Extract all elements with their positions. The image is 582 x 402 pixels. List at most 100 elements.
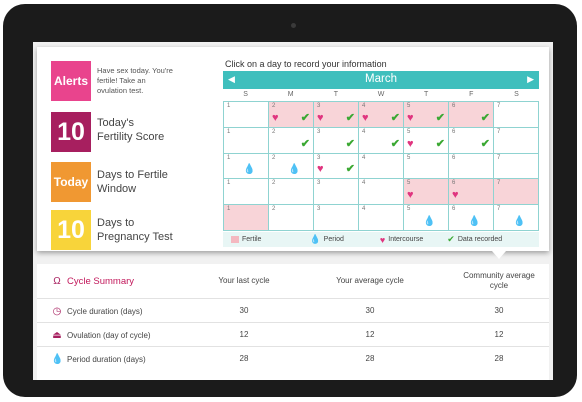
calendar-day[interactable]: 2 [269,205,314,231]
day-number: 2 [272,180,276,187]
calendar-day[interactable]: 3 ♥ ✔ [314,102,359,128]
calendar-day[interactable]: 3 [314,205,359,231]
calendar-day[interactable]: 3 ✔ [314,127,359,154]
dashboard-card: Alerts Have sex today. You're fertile! T… [37,47,549,251]
calendar-day[interactable]: 5 ♥ ✔ [404,102,449,128]
calendar-day[interactable]: 7 [494,179,539,206]
day-number: 1 [227,103,231,109]
check-icon: ✔ [300,111,310,124]
cell-last: 12 [239,330,249,339]
calendar-day[interactable]: 4 ♥ ✔ [359,102,404,128]
calendar-day[interactable]: 3 [314,179,359,206]
check-icon: ✔ [345,137,355,150]
day-number: 2 [272,154,276,161]
summary-title: Ω Cycle Summary [51,276,134,287]
check-icon: ✔ [390,111,400,124]
day-number: 3 [317,180,321,187]
calendar-day[interactable]: 4 [359,153,404,180]
check-icon: ✔ [390,137,400,150]
calendar-day[interactable]: 7 [494,153,539,180]
fertility-score-tile[interactable]: 10 [51,112,91,152]
card-pointer [492,251,506,259]
tablet-frame: Alerts Have sex today. You're fertile! T… [3,4,577,397]
calendar-instruction: Click on a day to record your informatio… [225,59,387,69]
fertile-swatch [231,236,239,243]
calendar-day[interactable]: 5 [404,153,449,180]
fertile-window-label: Days to Fertile Window [97,169,168,195]
day-number: 2 [272,103,276,109]
calendar-day[interactable]: 5 ♥ [404,179,449,206]
day-number: 4 [362,128,366,135]
day-number: 5 [407,154,411,161]
calendar-day[interactable]: 4 [359,179,404,206]
day-number: 4 [362,103,366,109]
day-number: 3 [317,206,321,213]
heart-icon: ♥ [317,163,324,176]
drop-icon: 💧 [309,234,321,244]
row-label: Ovulation (day of cycle) [67,330,151,340]
day-number: 4 [362,180,366,187]
calendar-day[interactable]: 6 💧 [449,205,494,231]
weekday-label: S [243,91,248,98]
check-icon: ✔ [480,137,490,150]
camera [291,23,296,28]
day-number: 6 [452,128,456,135]
month-header: ◀ March ▶ [223,71,539,89]
table-row: ⏏ Ovulation (day of cycle) 12 12 12 [37,322,549,347]
calendar-day[interactable]: 7 [494,102,539,128]
day-number: 6 [452,180,456,187]
calendar-day[interactable]: 4 [359,205,404,231]
alerts-tile[interactable]: Alerts [51,61,91,101]
day-number: 2 [272,128,276,135]
next-month-icon[interactable]: ▶ [527,74,534,84]
day-number: 6 [452,103,456,109]
calendar-day[interactable]: 4 ✔ [359,127,404,154]
ovulation-icon: ⏏ [52,329,62,341]
calendar-day[interactable]: 1 💧 [224,153,269,180]
weekday-label: T [423,91,429,98]
calendar-day[interactable]: 2 [269,179,314,206]
day-number: 6 [452,206,456,213]
calendar-day[interactable]: 2 ✔ [269,127,314,154]
calendar-day[interactable]: 6 ✔ [449,102,494,128]
fertility-score-label: Today's Fertility Score [97,117,165,143]
calendar-day[interactable]: 6 ♥ [449,179,494,206]
day-number: 4 [362,154,366,161]
calendar-day[interactable]: 6 ✔ [449,127,494,154]
calendar-day[interactable]: 5 ♥ ✔ [404,127,449,154]
legend-period: 💧 Period [309,234,344,244]
day-number: 5 [407,206,411,213]
calendar-day[interactable]: 7 [494,127,539,154]
col-community-average: Community average cycle [463,271,535,290]
alert-message: Have sex today. You're fertile! Take an … [97,66,173,95]
heart-icon: ♥ [407,137,414,150]
calendar-day[interactable]: 7 💧 [494,205,539,231]
day-number: 3 [317,128,321,135]
day-number: 1 [227,128,231,135]
legend-recorded: ✔ Data recorded [447,234,503,244]
calendar-day[interactable]: 2 ♥ ✔ [269,102,314,128]
day-number: 5 [407,128,411,135]
fertile-window-tile[interactable]: Today [51,162,91,202]
cell-average: 28 [365,354,375,363]
check-icon: ✔ [447,234,455,244]
calendar-day[interactable]: 1 [224,179,269,206]
col-last-cycle: Your last cycle [218,276,270,285]
prev-month-icon[interactable]: ◀ [228,74,235,84]
calendar-day[interactable]: 1 [224,127,269,154]
calendar-day[interactable]: 2 💧 [269,153,314,180]
day-number: 3 [317,103,321,109]
calendar-day[interactable]: 3 ♥ ✔ [314,153,359,180]
table-row: 💧 Period duration (days) 28 28 28 [37,346,549,371]
heart-icon: ♥ [407,189,414,202]
calendar-grid: 1 2 ♥ ✔ 3 ♥ ✔ 4 ♥ ✔ 5 ♥ ✔ 6 ✔ 7 1 2 ✔ 3 ✔ 4 ✔ 5 ♥ ✔ 6 ✔ 7 1 💧 2 💧 3 ♥ ✔ 4 5 6 7… [223,101,539,231]
weekday-label: S [514,91,519,98]
calendar-day[interactable]: 1 [224,102,269,128]
summary-header-row: Ω Cycle Summary Your last cycle Your aver… [37,264,549,298]
calendar-day[interactable]: 1 [224,205,269,231]
calendar-day[interactable]: 5 💧 [404,205,449,231]
heart-icon: ♥ [272,111,279,124]
pregnancy-test-tile[interactable]: 10 [51,210,91,250]
calendar-day[interactable]: 6 [449,153,494,180]
day-number: 7 [497,206,501,213]
